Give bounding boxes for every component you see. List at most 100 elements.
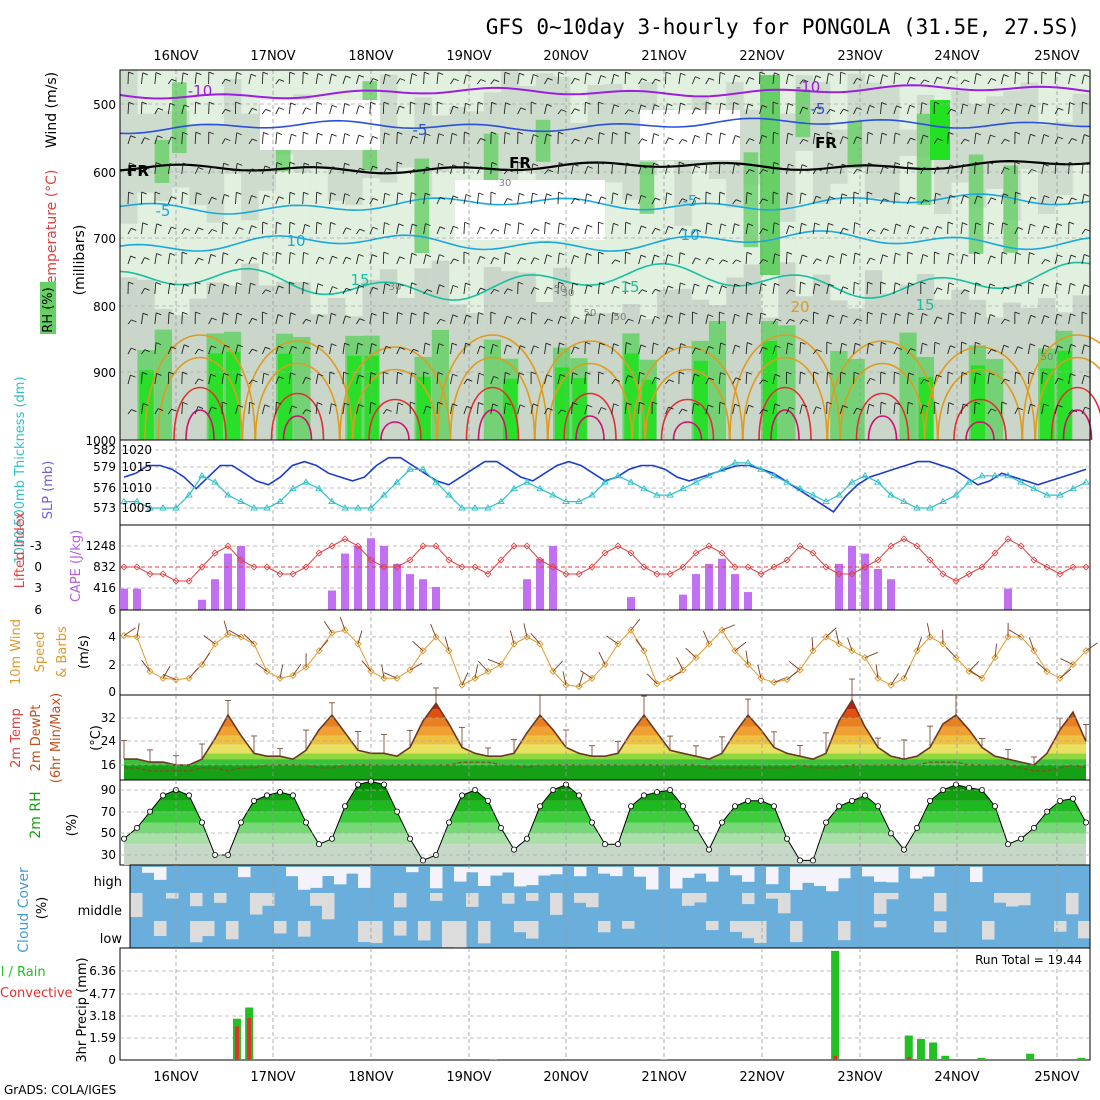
wind-barb xyxy=(1014,131,1021,135)
wind-barb xyxy=(184,228,191,231)
wind-barb xyxy=(530,403,534,415)
wind-barb xyxy=(933,316,938,325)
wind-barb xyxy=(208,345,212,355)
thickness-point xyxy=(133,497,141,505)
rh-point xyxy=(133,824,140,831)
cloud-clear-fraction xyxy=(1078,921,1091,939)
wind-barb xyxy=(142,371,148,375)
wind-barb xyxy=(598,651,606,665)
wind-barb xyxy=(208,197,213,205)
wind-barb xyxy=(974,401,981,405)
wind-barb xyxy=(505,402,511,406)
wind-barb xyxy=(221,283,225,295)
wind-barb xyxy=(909,104,915,108)
wind-barb xyxy=(436,133,440,145)
wind-barb xyxy=(772,222,775,235)
lifted-index-point xyxy=(458,563,466,571)
wind-barb xyxy=(1081,134,1085,145)
lifted-index-point xyxy=(640,563,648,571)
axis-label-wind: Wind (m/s) xyxy=(44,72,60,148)
cloud-clear-fraction xyxy=(934,921,947,933)
wind-barb xyxy=(682,139,688,142)
cloud-clear-fraction xyxy=(478,921,491,944)
wind-barb xyxy=(154,72,157,85)
date-label-bottom: 18NOV xyxy=(348,1070,393,1085)
wind-barb xyxy=(761,134,768,138)
wind-barb xyxy=(843,108,849,112)
wind-barb xyxy=(759,135,763,145)
wind-barb xyxy=(601,196,607,200)
wind-barb xyxy=(612,162,618,165)
wind-barb xyxy=(853,318,858,325)
wind-barb xyxy=(399,78,406,81)
wind-barb xyxy=(920,199,925,205)
wind-barb xyxy=(275,252,278,265)
wind-barb xyxy=(476,226,481,235)
wind-barb xyxy=(263,372,270,376)
cloud-clear-fraction xyxy=(514,867,527,887)
y-tick-label: 0 xyxy=(108,1053,116,1067)
wind-barb xyxy=(291,345,298,349)
wind-barb xyxy=(224,344,230,348)
wind-barb xyxy=(436,254,440,265)
wind-barb xyxy=(570,316,575,325)
wind-barb xyxy=(530,192,533,205)
wind-barb xyxy=(572,402,578,405)
rh-shade xyxy=(986,359,1005,440)
axis-label-cape: CAPE (J/kg) xyxy=(69,530,84,602)
thickness-point xyxy=(211,478,219,485)
wind-barb xyxy=(745,169,750,175)
rh-point xyxy=(1031,824,1038,831)
wind-barb xyxy=(261,72,264,85)
wind-barb xyxy=(1000,222,1004,235)
wind-barb xyxy=(732,199,737,205)
temperature-contour xyxy=(368,398,422,441)
wind-barb xyxy=(1070,313,1076,317)
wind-barb xyxy=(144,257,150,261)
wind-barb xyxy=(646,673,658,685)
wind-barb xyxy=(799,372,801,385)
wind-barb xyxy=(544,104,548,115)
wind-barb xyxy=(355,75,360,85)
wind-barb xyxy=(989,372,995,376)
wind-barb xyxy=(613,222,619,226)
wind-barb xyxy=(155,282,162,285)
wind-barb xyxy=(745,650,749,665)
cloud-clear-fraction xyxy=(502,893,515,904)
wind-barb xyxy=(867,191,873,195)
wind-barb xyxy=(517,281,524,285)
wind-barb xyxy=(922,254,929,257)
thickness-point xyxy=(237,497,245,505)
wind-barb xyxy=(785,192,789,205)
wind-barb xyxy=(735,377,741,381)
wind-barb xyxy=(691,257,696,265)
wind-barb xyxy=(317,73,324,76)
cloud-level-label: middle xyxy=(78,904,122,919)
wind-barb xyxy=(882,254,888,258)
wind-barb xyxy=(546,103,552,107)
wind-barb xyxy=(719,161,726,165)
wind-barb xyxy=(880,402,882,415)
wind-barb xyxy=(236,72,242,75)
wind-barb xyxy=(131,409,137,413)
date-label-top: 17NOV xyxy=(250,49,295,64)
wind-barb xyxy=(235,227,239,235)
wind-barb xyxy=(423,102,426,115)
wind-barb xyxy=(520,317,526,321)
wind-speed-point xyxy=(484,667,492,676)
wind-barb xyxy=(812,168,817,175)
wind-barb xyxy=(315,314,319,325)
wind-barb xyxy=(1084,284,1090,288)
wind-barb xyxy=(369,402,372,415)
wind-barb xyxy=(680,343,686,346)
wind-barb xyxy=(937,138,943,141)
wind-barb xyxy=(292,663,302,676)
wind-barb xyxy=(503,316,508,325)
wind-barb xyxy=(574,77,580,81)
wind-barb xyxy=(584,102,586,115)
wind-barb xyxy=(305,107,311,111)
thickness-point xyxy=(1056,491,1064,498)
wind-barb xyxy=(463,343,466,355)
axis-label-precip: 3hr Precip (mm) xyxy=(75,957,90,1062)
wind-barb xyxy=(123,627,136,636)
